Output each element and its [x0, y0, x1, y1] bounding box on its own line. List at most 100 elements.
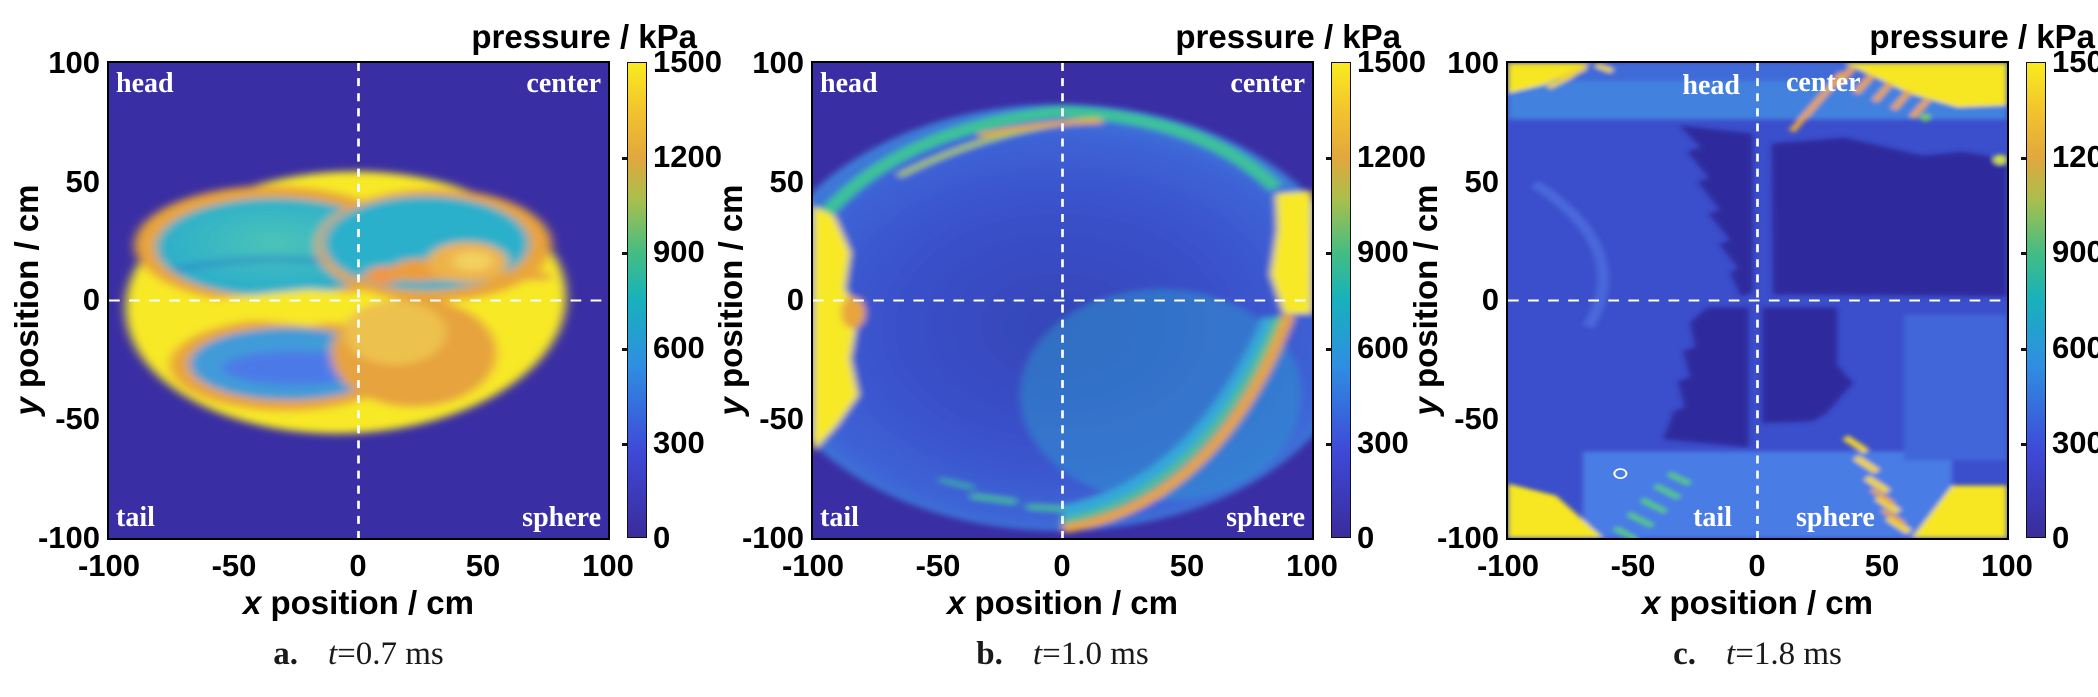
colorbar-tick-mark	[2021, 157, 2027, 160]
colorbar-tick-mark	[1326, 252, 1332, 255]
y-tick-label: -100	[1436, 520, 1499, 555]
colorbar-tick-label: 900	[2052, 234, 2098, 269]
caption-time-value: =0.7 ms	[337, 636, 444, 672]
x-axis-label: x position / cm	[1508, 584, 2007, 622]
quadrant-label-tail: tail	[820, 502, 859, 533]
x-tick-label: 50	[1169, 548, 1205, 583]
caption-index: a.	[273, 636, 298, 672]
colorbar-tick-mark	[1326, 443, 1332, 446]
x-tick-label: -100	[77, 548, 141, 583]
x-axis-label-rest: position / cm	[261, 584, 475, 621]
quadrant-label-head: head	[116, 68, 174, 99]
colorbar-tick-label: 300	[653, 425, 705, 460]
heatmap-image-a	[109, 63, 608, 538]
panel-b: pressure / kPa y position / cm	[704, 0, 1426, 697]
y-tick-label: 100	[1447, 45, 1499, 80]
colorbar-tick-label: 1200	[653, 139, 722, 174]
x-axis-label: x position / cm	[813, 584, 1312, 622]
x-tick-label: -50	[211, 548, 257, 583]
colorbar-tick-label: 0	[1357, 520, 1375, 555]
quadrant-label-center: center	[526, 68, 601, 99]
blast-field-b	[813, 104, 1312, 534]
caption-time-variable: t	[327, 636, 338, 672]
quadrant-label-center: center	[1230, 68, 1305, 99]
colorbar-tick-mark	[622, 157, 628, 160]
sensor-marker	[1613, 468, 1628, 479]
y-tick-label: 100	[48, 45, 100, 80]
x-axis-label-rest: position / cm	[1660, 584, 1874, 621]
colorbar-tick-mark	[2021, 443, 2027, 446]
quadrant-label-sphere: sphere	[1796, 502, 1875, 533]
x-tick-label: 100	[1981, 548, 2033, 583]
colorbar-tick-label: 0	[653, 520, 671, 555]
colorbar-tick-label: 600	[653, 330, 705, 365]
caption-index: c.	[1673, 636, 1697, 672]
quadrant-label-head: head	[1682, 70, 1740, 101]
y-tick-label: -50	[55, 401, 100, 436]
quadrant-label-sphere: sphere	[522, 502, 601, 533]
caption-time-variable: t	[1032, 636, 1043, 672]
x-tick-label: 50	[465, 548, 501, 583]
caption-a: a. t=0.7 ms	[109, 636, 608, 673]
x-tick-label: 0	[1053, 548, 1071, 583]
y-tick-label: -50	[759, 401, 804, 436]
caption-b: b. t=1.0 ms	[813, 636, 1312, 673]
colorbar-tick-label: 900	[1357, 234, 1409, 269]
x-tick-label: -50	[915, 548, 961, 583]
x-tick-label: -100	[1476, 548, 1540, 583]
heatmap-plot-a: head center tail sphere	[107, 61, 610, 540]
y-tick-label: 50	[1464, 164, 1499, 199]
x-axis-variable: x	[946, 584, 966, 621]
blast-field-c	[1508, 63, 2007, 538]
heatmap-image-b	[813, 63, 1312, 538]
blast-field-a	[125, 171, 567, 434]
y-tick-label: 0	[82, 282, 100, 317]
colorbar-tick-mark	[1326, 348, 1332, 351]
colorbar-title: pressure / kPa	[471, 18, 697, 55]
colorbar	[627, 62, 647, 538]
colorbar-tick-mark	[2021, 348, 2027, 351]
caption-time-variable: t	[1726, 636, 1736, 672]
caption-time-value: =1.0 ms	[1042, 636, 1149, 672]
caption-c: c. t=1.8 ms	[1508, 636, 2007, 673]
colorbar-tick-label: 300	[1357, 425, 1409, 460]
colorbar-tick-label: 1500	[2052, 44, 2098, 79]
panel-c: pressure / kPa y position / cm	[1399, 0, 2098, 697]
quadrant-label-head: head	[820, 68, 878, 99]
x-axis-variable: x	[1641, 584, 1661, 621]
x-axis-variable: x	[242, 584, 262, 621]
x-tick-label: 50	[1864, 548, 1900, 583]
caption-index: b.	[976, 636, 1003, 672]
quadrant-label-center: center	[1786, 67, 1861, 98]
panel-a: pressure / kPa y position / cm	[0, 0, 722, 697]
y-tick-label: 0	[786, 282, 804, 317]
heatmap-plot-c: head center tail sphere	[1506, 61, 2009, 540]
colorbar-tick-label: 1200	[1357, 139, 1426, 174]
x-axis-label-rest: position / cm	[965, 584, 1179, 621]
quadrant-label-tail: tail	[1693, 502, 1732, 533]
y-tick-label: -50	[1454, 401, 1499, 436]
y-tick-label: 100	[752, 45, 804, 80]
x-tick-label: 0	[349, 548, 367, 583]
colorbar-tick-mark	[622, 252, 628, 255]
heatmap-plot-b: head center tail sphere	[811, 61, 1314, 540]
x-axis-label: x position / cm	[109, 584, 608, 622]
colorbar-tick-label: 1200	[2052, 139, 2098, 174]
y-tick-label: -100	[741, 520, 804, 555]
colorbar-title: pressure / kPa	[1869, 18, 2095, 55]
colorbar-tick-mark	[1326, 157, 1332, 160]
colorbar-tick-label: 300	[2052, 425, 2098, 460]
quadrant-label-sphere: sphere	[1226, 502, 1305, 533]
colorbar-tick-mark	[2021, 252, 2027, 255]
x-tick-label: -50	[1610, 548, 1656, 583]
x-tick-label: 0	[1748, 548, 1766, 583]
x-tick-label: 100	[1286, 548, 1338, 583]
colorbar-tick-label: 600	[2052, 330, 2098, 365]
colorbar-tick-mark	[622, 443, 628, 446]
quadrant-label-tail: tail	[116, 502, 155, 533]
caption-time-value: =1.8 ms	[1735, 636, 1842, 672]
colorbar-tick-label: 0	[2052, 520, 2070, 555]
y-tick-label: 0	[1481, 282, 1499, 317]
colorbar-tick-mark	[622, 348, 628, 351]
x-tick-label: 100	[582, 548, 634, 583]
